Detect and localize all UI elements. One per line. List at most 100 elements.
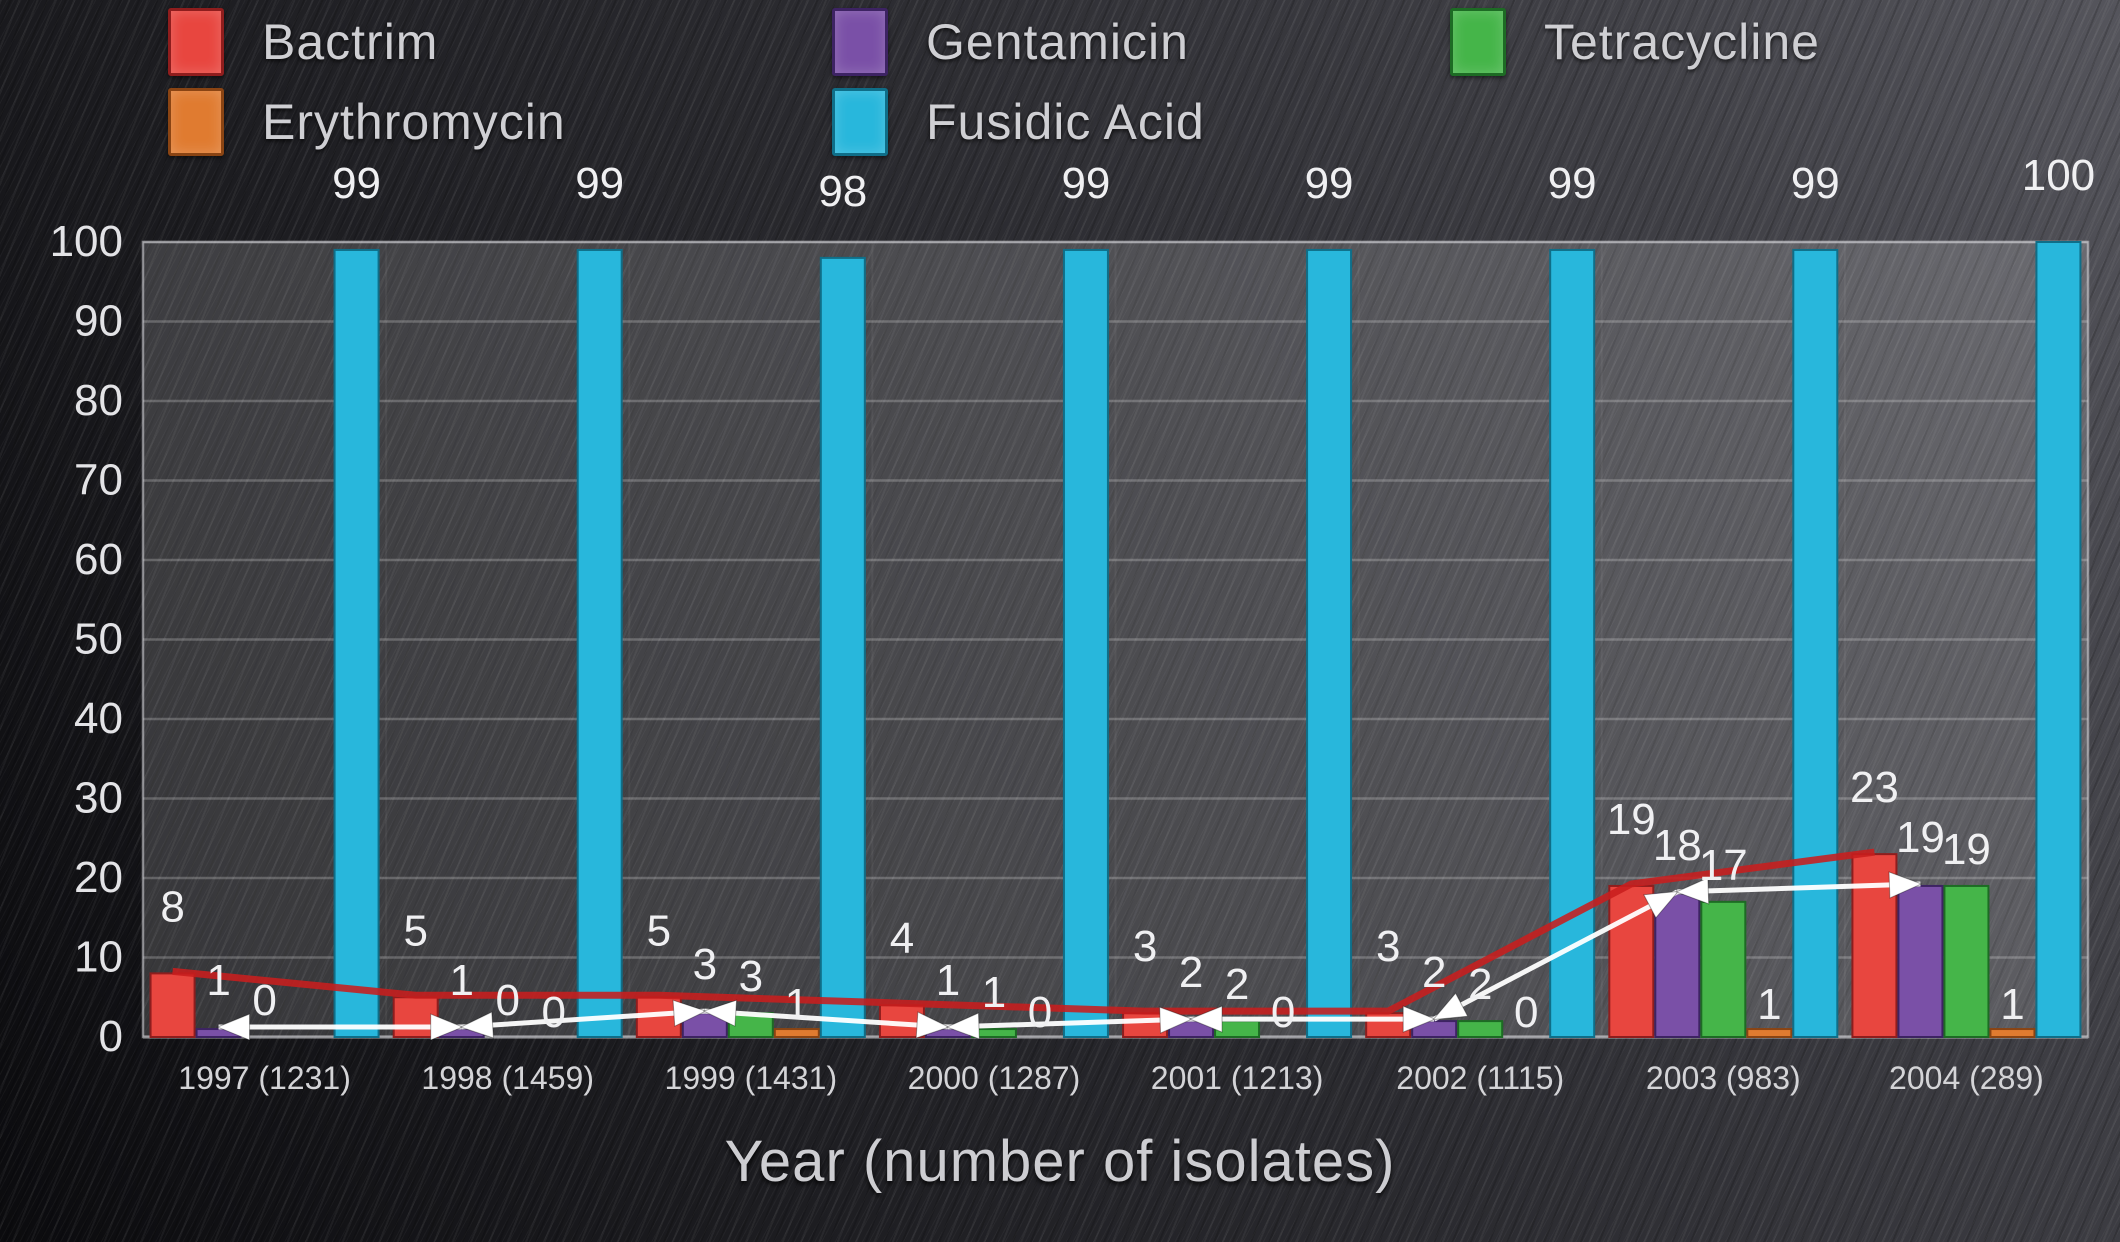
bar-value-label: 1 [206,956,230,1005]
bar-value-label: 19 [1896,813,1945,862]
bar-value-label: 1 [982,968,1006,1017]
bar-tetracycline [1943,884,1990,1039]
bar-value-label: 3 [739,952,763,1001]
bar-gentamicin [924,1028,971,1039]
bar-gentamicin [681,1012,728,1039]
bar-gentamicin [1168,1020,1215,1038]
bar-gentamicin [1411,1020,1458,1038]
bar-tetracycline [970,1028,1017,1039]
bar-value-label: 0 [1271,988,1295,1037]
y-tick-label: 30 [74,774,123,823]
y-tick-label: 20 [74,853,123,902]
bar-value-label: 2 [1225,960,1249,1009]
bar-bactrim [392,996,439,1038]
x-tick-label: 2002 (1115) [1396,1060,1564,1096]
bar-value-label: 23 [1850,763,1899,812]
bar-value-label: 3 [1133,922,1157,971]
bar-value-label: 100 [2022,151,2095,200]
bar-value-label: 4 [890,914,914,963]
bar-value-label: 0 [1028,988,1052,1037]
bar-value-label: 8 [160,882,184,931]
bar-erythromycin [1746,1028,1793,1039]
bar-fusidic-acid [819,256,866,1038]
bar-bactrim [1122,1012,1169,1039]
bar-value-label: 1 [785,980,809,1029]
bar-value-label: 1 [1757,980,1781,1029]
bar-value-label: 18 [1653,821,1702,870]
bar-value-label: 3 [1376,922,1400,971]
y-tick-label: 50 [74,615,123,664]
bar-tetracycline [1700,900,1747,1038]
bar-fusidic-acid [2035,241,2082,1038]
bar-value-label: 19 [1607,795,1656,844]
bar-value-label: 1 [449,956,473,1005]
x-tick-label: 2001 (1213) [1151,1060,1324,1096]
bar-value-label: 99 [575,159,624,208]
y-tick-label: 70 [74,456,123,505]
y-tick-label: 60 [74,535,123,584]
bar-erythromycin [773,1028,820,1039]
bar-fusidic-acid [1062,248,1109,1038]
bar-erythromycin [1989,1028,2036,1039]
bar-value-label: 19 [1942,825,1991,874]
bar-value-label: 17 [1699,841,1748,890]
bar-value-label: 0 [541,988,565,1037]
bar-bactrim [1851,853,1898,1039]
legend-label: Erythromycin [262,94,566,150]
bar-gentamicin [195,1028,242,1039]
x-tick-label: 1998 (1459) [421,1060,594,1096]
gentamicin-arrow-segment [462,1011,705,1027]
legend-item-tetracycline: Tetracycline [1450,8,1820,76]
bar-value-label: 0 [252,976,276,1025]
x-tick-label: 1997 (1231) [178,1060,351,1096]
x-tick-label: 2000 (1287) [908,1060,1081,1096]
legend-swatch-bactrim [168,8,224,76]
bar-fusidic-acid [576,248,623,1038]
bar-value-label: 2 [1422,948,1446,997]
legend-item-fusidic-acid: Fusidic Acid [832,88,1205,156]
bar-value-label: 99 [1791,159,1840,208]
gentamicin-arrow-segment [948,1019,1191,1027]
legend-item-bactrim: Bactrim [168,8,438,76]
legend-label: Bactrim [262,14,439,70]
bar-value-label: 2 [1468,960,1492,1009]
legend-item-erythromycin: Erythromycin [168,88,566,156]
bar-fusidic-acid [1792,248,1839,1038]
bar-value-label: 5 [403,906,427,955]
legend-label: Fusidic Acid [926,94,1205,150]
y-tick-label: 0 [99,1012,123,1061]
bar-fusidic-acid [333,248,380,1038]
y-tick-label: 80 [74,376,123,425]
bar-value-label: 99 [1305,159,1354,208]
legend-swatch-erythromycin [168,88,224,156]
bar-tetracycline [1214,1020,1261,1038]
x-tick-label: 2004 (289) [1889,1060,2044,1096]
y-tick-label: 90 [74,297,123,346]
legend-swatch-gentamicin [832,8,888,76]
legend-swatch-tetracycline [1450,8,1506,76]
gentamicin-arrow-segment [1677,884,1920,892]
bar-gentamicin [1654,892,1701,1039]
bar-tetracycline [1457,1020,1504,1038]
legend-label: Tetracycline [1544,14,1820,70]
bar-gentamicin [1897,884,1944,1039]
legend-item-gentamicin: Gentamicin [832,8,1189,76]
y-tick-label: 40 [74,694,123,743]
legend-label: Gentamicin [926,14,1189,70]
x-axis-title: Year (number of isolates) [724,1129,1396,1194]
bar-value-label: 0 [495,976,519,1025]
bar-value-label: 1 [936,956,960,1005]
bar-value-label: 3 [693,940,717,989]
bar-fusidic-acid [1549,248,1596,1038]
bar-fusidic-acid [1306,248,1353,1038]
y-tick-label: 10 [74,933,123,982]
bar-value-label: 0 [1514,988,1538,1037]
bar-value-label: 5 [647,906,671,955]
x-tick-label: 1999 (1431) [665,1060,838,1096]
bar-value-label: 2 [1179,948,1203,997]
gentamicin-arrow-segment [1434,889,1677,1022]
legend-swatch-fusidic-acid [832,88,888,156]
y-tick-label: 100 [50,217,123,266]
